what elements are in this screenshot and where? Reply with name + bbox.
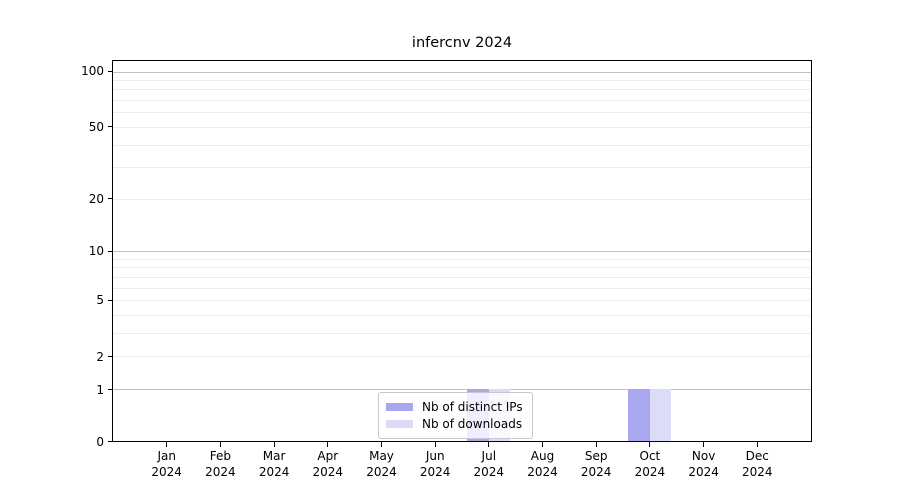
- y-tick-label: 5: [96, 293, 104, 308]
- y-tick-label: 50: [88, 119, 104, 134]
- bar-downloads-oct: [649, 389, 672, 441]
- y-tick-mark: [108, 299, 113, 301]
- y-tick-mark: [108, 441, 113, 443]
- y-tick-label: 2: [96, 349, 104, 364]
- y-tick-mark: [108, 70, 113, 72]
- minor-gridline: [113, 258, 811, 260]
- x-tick-mark: [703, 441, 705, 447]
- plot-inner: [113, 61, 811, 441]
- x-tick-mark: [756, 441, 758, 447]
- minor-gridline: [113, 79, 811, 81]
- x-tick-label-jun: Jun 2024: [419, 449, 451, 479]
- x-tick-label-dec: Dec 2024: [742, 449, 773, 479]
- x-tick-label-apr: Apr 2024: [312, 449, 344, 479]
- minor-gridline: [113, 314, 811, 316]
- x-tick-label-sep: Sep 2024: [580, 449, 612, 479]
- x-tick-mark: [327, 441, 329, 447]
- x-tick-mark: [541, 441, 544, 447]
- chart-title: infercnv 2024: [411, 35, 513, 51]
- x-tick-label-nov: Nov 2024: [688, 449, 719, 479]
- major-gridline: [113, 389, 811, 391]
- legend-label-downloads: Nb of downloads: [422, 417, 523, 431]
- y-tick-label: 100: [81, 64, 104, 78]
- x-tick-mark: [595, 441, 597, 447]
- y-tick-mark: [108, 389, 113, 391]
- x-tick-mark: [219, 441, 221, 447]
- legend-swatch-distinct-ips: [386, 403, 413, 411]
- legend-item-distinct-ips: Nb of distinct IPs: [386, 399, 523, 415]
- x-tick-mark: [166, 441, 168, 447]
- y-tick-label: 10: [88, 244, 104, 258]
- major-gridline: [113, 251, 811, 252]
- minor-gridline: [113, 167, 811, 169]
- minor-gridline: [113, 144, 811, 146]
- minor-gridline: [113, 100, 811, 101]
- x-tick-mark: [434, 441, 436, 447]
- bar-distinct-ips-oct: [628, 389, 650, 441]
- minor-gridline: [113, 267, 811, 269]
- x-tick-label-jan: Jan 2024: [151, 449, 182, 479]
- minor-gridline: [113, 276, 811, 278]
- minor-gridline: [113, 287, 811, 289]
- y-tick-label: 20: [88, 191, 104, 206]
- x-tick-label-aug: Aug 2024: [527, 449, 558, 479]
- y-tick-label: 1: [96, 382, 104, 397]
- major-gridline: [113, 71, 811, 73]
- x-tick-mark: [380, 441, 383, 447]
- x-tick-label-may: May 2024: [366, 449, 397, 479]
- y-tick-mark: [108, 198, 113, 200]
- minor-gridline: [113, 112, 811, 114]
- minor-gridline: [113, 89, 811, 91]
- y-tick-mark: [108, 250, 113, 252]
- minor-gridline: [113, 300, 811, 302]
- minor-gridline: [113, 126, 811, 128]
- legend-item-downloads: Nb of downloads: [386, 416, 523, 432]
- minor-gridline: [113, 356, 811, 358]
- minor-gridline: [113, 198, 811, 200]
- plot-area: [112, 60, 812, 442]
- minor-gridline: [113, 333, 811, 334]
- x-tick-mark: [488, 441, 490, 447]
- x-tick-label-mar: Mar 2024: [258, 449, 290, 479]
- legend: Nb of distinct IPs Nb of downloads: [378, 392, 533, 439]
- x-tick-label-jul: Jul 2024: [473, 449, 505, 479]
- x-tick-mark: [649, 441, 651, 447]
- legend-label-distinct-ips: Nb of distinct IPs: [422, 400, 523, 414]
- x-tick-label-oct: Oct 2024: [634, 449, 666, 479]
- legend-swatch-downloads: [386, 420, 413, 428]
- y-tick-label: 0: [96, 434, 104, 449]
- y-tick-mark: [108, 356, 113, 358]
- x-tick-label-feb: Feb 2024: [205, 449, 236, 479]
- x-tick-mark: [273, 441, 275, 447]
- y-tick-mark: [108, 126, 113, 128]
